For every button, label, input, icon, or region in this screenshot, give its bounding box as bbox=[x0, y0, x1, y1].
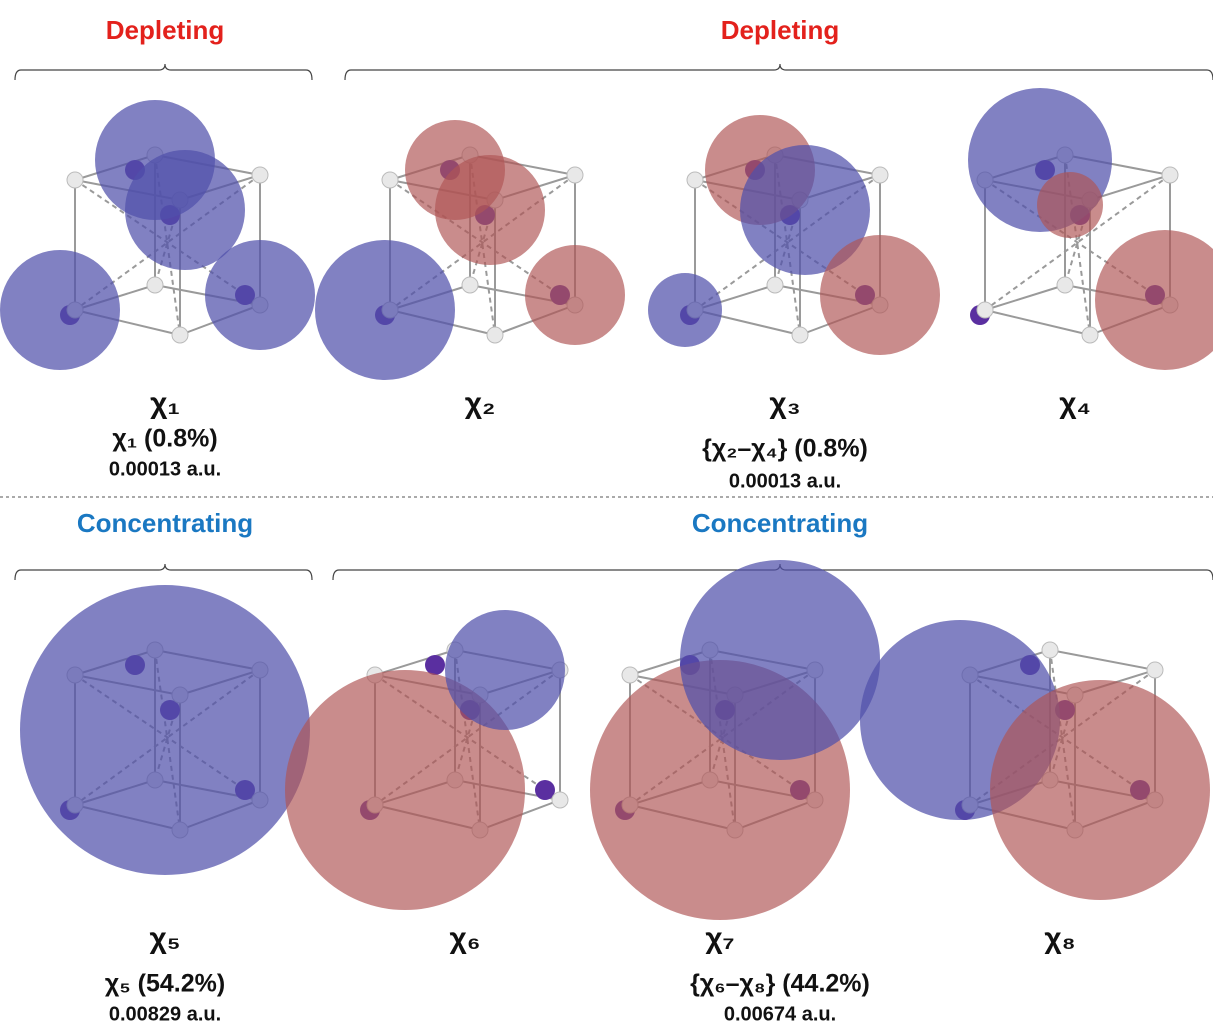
lobe bbox=[205, 240, 315, 350]
lobe bbox=[20, 585, 310, 875]
caption-share: {χ₆–χ₈} (44.2%) bbox=[690, 970, 870, 998]
lobe bbox=[525, 245, 625, 345]
panel-label: χ₅ bbox=[149, 922, 180, 955]
atom bbox=[425, 655, 445, 675]
panel-label: χ₈ bbox=[1044, 922, 1075, 955]
atom bbox=[172, 327, 188, 343]
molecule bbox=[315, 120, 625, 380]
lobe bbox=[648, 273, 722, 347]
lobe bbox=[680, 560, 880, 760]
caption-share: χ₁ (0.8%) bbox=[112, 425, 217, 453]
molecule bbox=[0, 100, 315, 370]
lobe bbox=[820, 235, 940, 355]
panel-label: χ₄ bbox=[1059, 387, 1091, 420]
molecule bbox=[20, 585, 310, 875]
atom bbox=[462, 277, 478, 293]
group-label: Depleting bbox=[106, 15, 224, 45]
bracket bbox=[345, 64, 1213, 80]
panel-label: χ₂ bbox=[465, 387, 496, 420]
atom bbox=[767, 277, 783, 293]
caption-share: χ₅ (54.2%) bbox=[105, 970, 225, 998]
caption-energy: 0.00013 a.u. bbox=[109, 458, 221, 480]
lobe bbox=[435, 155, 545, 265]
atom bbox=[552, 792, 568, 808]
bond bbox=[1050, 650, 1155, 670]
panel-label: χ₁ bbox=[150, 387, 180, 420]
atom bbox=[147, 277, 163, 293]
bracket bbox=[15, 64, 312, 80]
panel-label: χ₃ bbox=[769, 387, 800, 420]
atom bbox=[622, 667, 638, 683]
atom bbox=[67, 172, 83, 188]
atom bbox=[1147, 662, 1163, 678]
molecule bbox=[968, 88, 1213, 370]
caption-energy: 0.00674 a.u. bbox=[724, 1003, 836, 1025]
lobe bbox=[315, 240, 455, 380]
molecule bbox=[590, 560, 880, 920]
molecule bbox=[860, 620, 1210, 900]
atom bbox=[687, 172, 703, 188]
atom bbox=[535, 780, 555, 800]
caption-energy: 0.00829 a.u. bbox=[109, 1003, 221, 1025]
atom bbox=[1057, 277, 1073, 293]
lobe bbox=[0, 250, 120, 370]
group-label: Concentrating bbox=[77, 508, 253, 538]
atom bbox=[1082, 327, 1098, 343]
group-label: Depleting bbox=[721, 15, 839, 45]
atom bbox=[792, 327, 808, 343]
bracket bbox=[15, 564, 312, 580]
atom bbox=[252, 167, 268, 183]
panel-label: χ₇ bbox=[705, 922, 734, 955]
atom bbox=[1042, 642, 1058, 658]
panel-label: χ₆ bbox=[450, 922, 481, 955]
atom bbox=[977, 302, 993, 318]
lobe bbox=[990, 680, 1210, 900]
bond bbox=[985, 310, 1090, 335]
caption-energy: 0.00013 a.u. bbox=[729, 470, 841, 492]
group-label: Concentrating bbox=[692, 508, 868, 538]
lobe bbox=[445, 610, 565, 730]
figure: Depleting χ₁ χ₁ (0.8%) 0.00013 a.u. Depletin… bbox=[0, 0, 1213, 1026]
lobe bbox=[1095, 230, 1213, 370]
atom bbox=[487, 327, 503, 343]
atom bbox=[382, 172, 398, 188]
atom bbox=[872, 167, 888, 183]
atom bbox=[1162, 167, 1178, 183]
lobe bbox=[1037, 172, 1103, 238]
caption-share: {χ₂–χ₄} (0.8%) bbox=[702, 435, 868, 463]
bond bbox=[985, 285, 1065, 310]
atom bbox=[567, 167, 583, 183]
page: {"sections": [ {"groups": [ {"label": "D… bbox=[0, 0, 1213, 1026]
molecule bbox=[648, 115, 940, 355]
molecule bbox=[285, 610, 568, 910]
